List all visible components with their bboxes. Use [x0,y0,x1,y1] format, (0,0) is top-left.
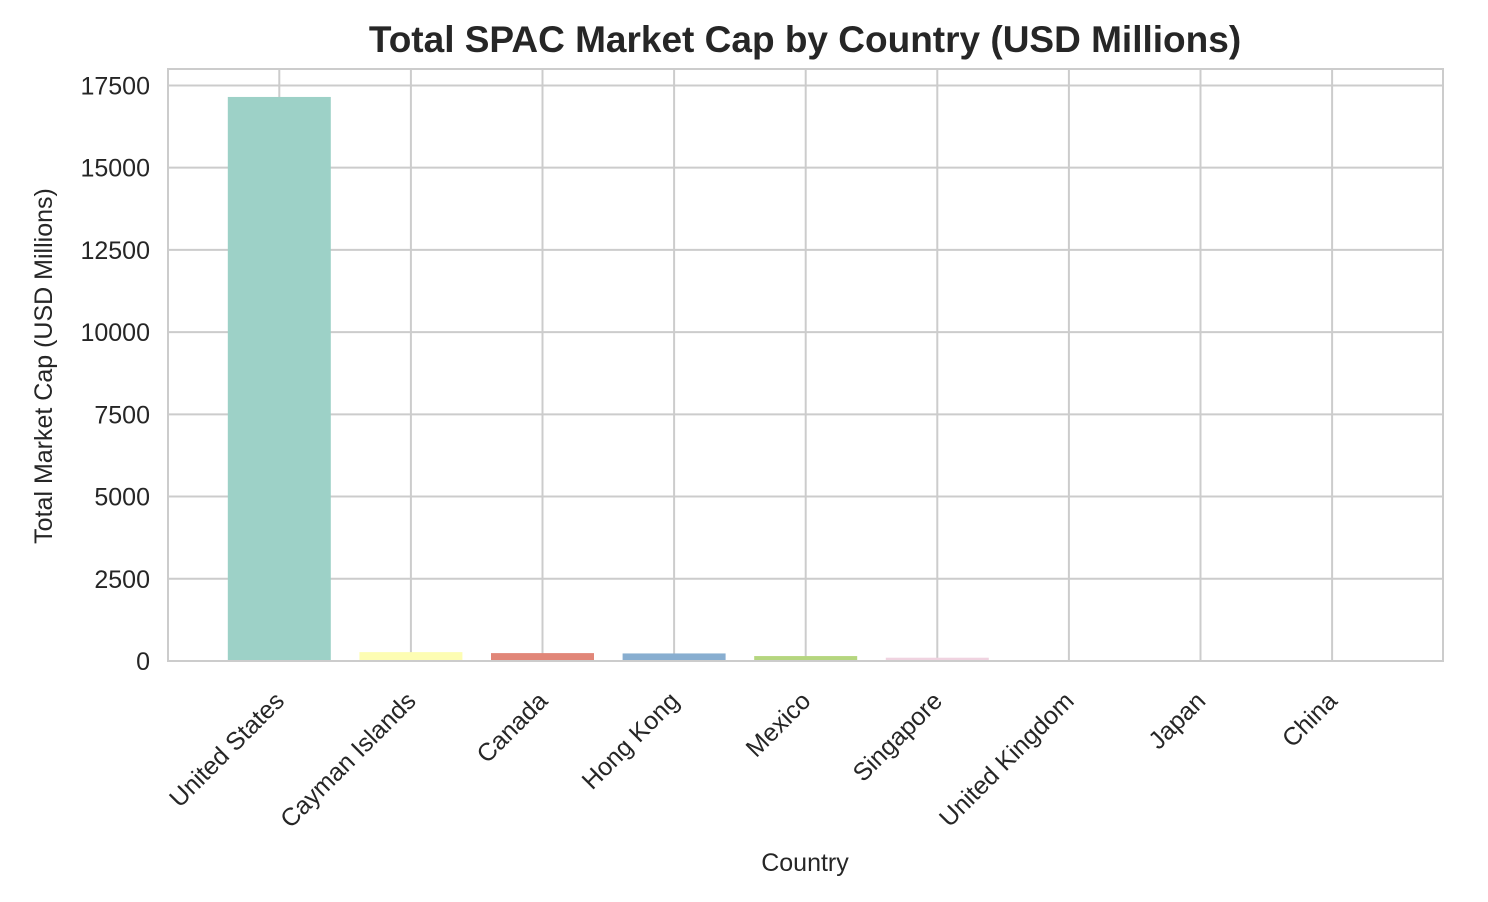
bar [491,653,594,661]
grid [168,69,1443,662]
y-tick-label: 15000 [80,155,150,183]
x-tick-label: Japan [1143,687,1211,755]
y-tick-label: 12500 [80,237,150,265]
bar [622,653,726,661]
x-axis-label: Country [761,849,849,877]
x-tick-label: China [1277,687,1343,753]
y-tick-label: 2500 [94,566,150,594]
chart-title: Total SPAC Market Cap by Country (USD Mi… [369,19,1241,60]
x-tick-label: United States [164,687,290,813]
bar [227,96,331,661]
bar [359,652,463,661]
bars [227,96,1384,661]
x-tick-label: Hong Kong [577,687,685,795]
y-tick-labels: 0 2500 5000 7500 10000 12500 15000 17500 [80,72,150,676]
y-tick-label: 0 [136,648,150,676]
y-tick-label: 17500 [80,72,150,100]
bar [885,657,989,661]
plot-frame [167,68,1444,662]
x-tick-label: Mexico [741,687,817,763]
x-tick-label: Cayman Islands [275,687,422,834]
y-tick-label: 7500 [94,401,150,429]
x-tick-label: United Kingdom [934,687,1080,833]
x-tick-label: Singapore [848,687,948,787]
y-axis-label: Total Market Cap (USD Millions) [30,188,58,544]
y-tick-label: 10000 [80,319,150,347]
y-tick-label: 5000 [94,484,150,512]
x-tick-label: Canada [471,687,553,769]
bar [754,656,858,661]
